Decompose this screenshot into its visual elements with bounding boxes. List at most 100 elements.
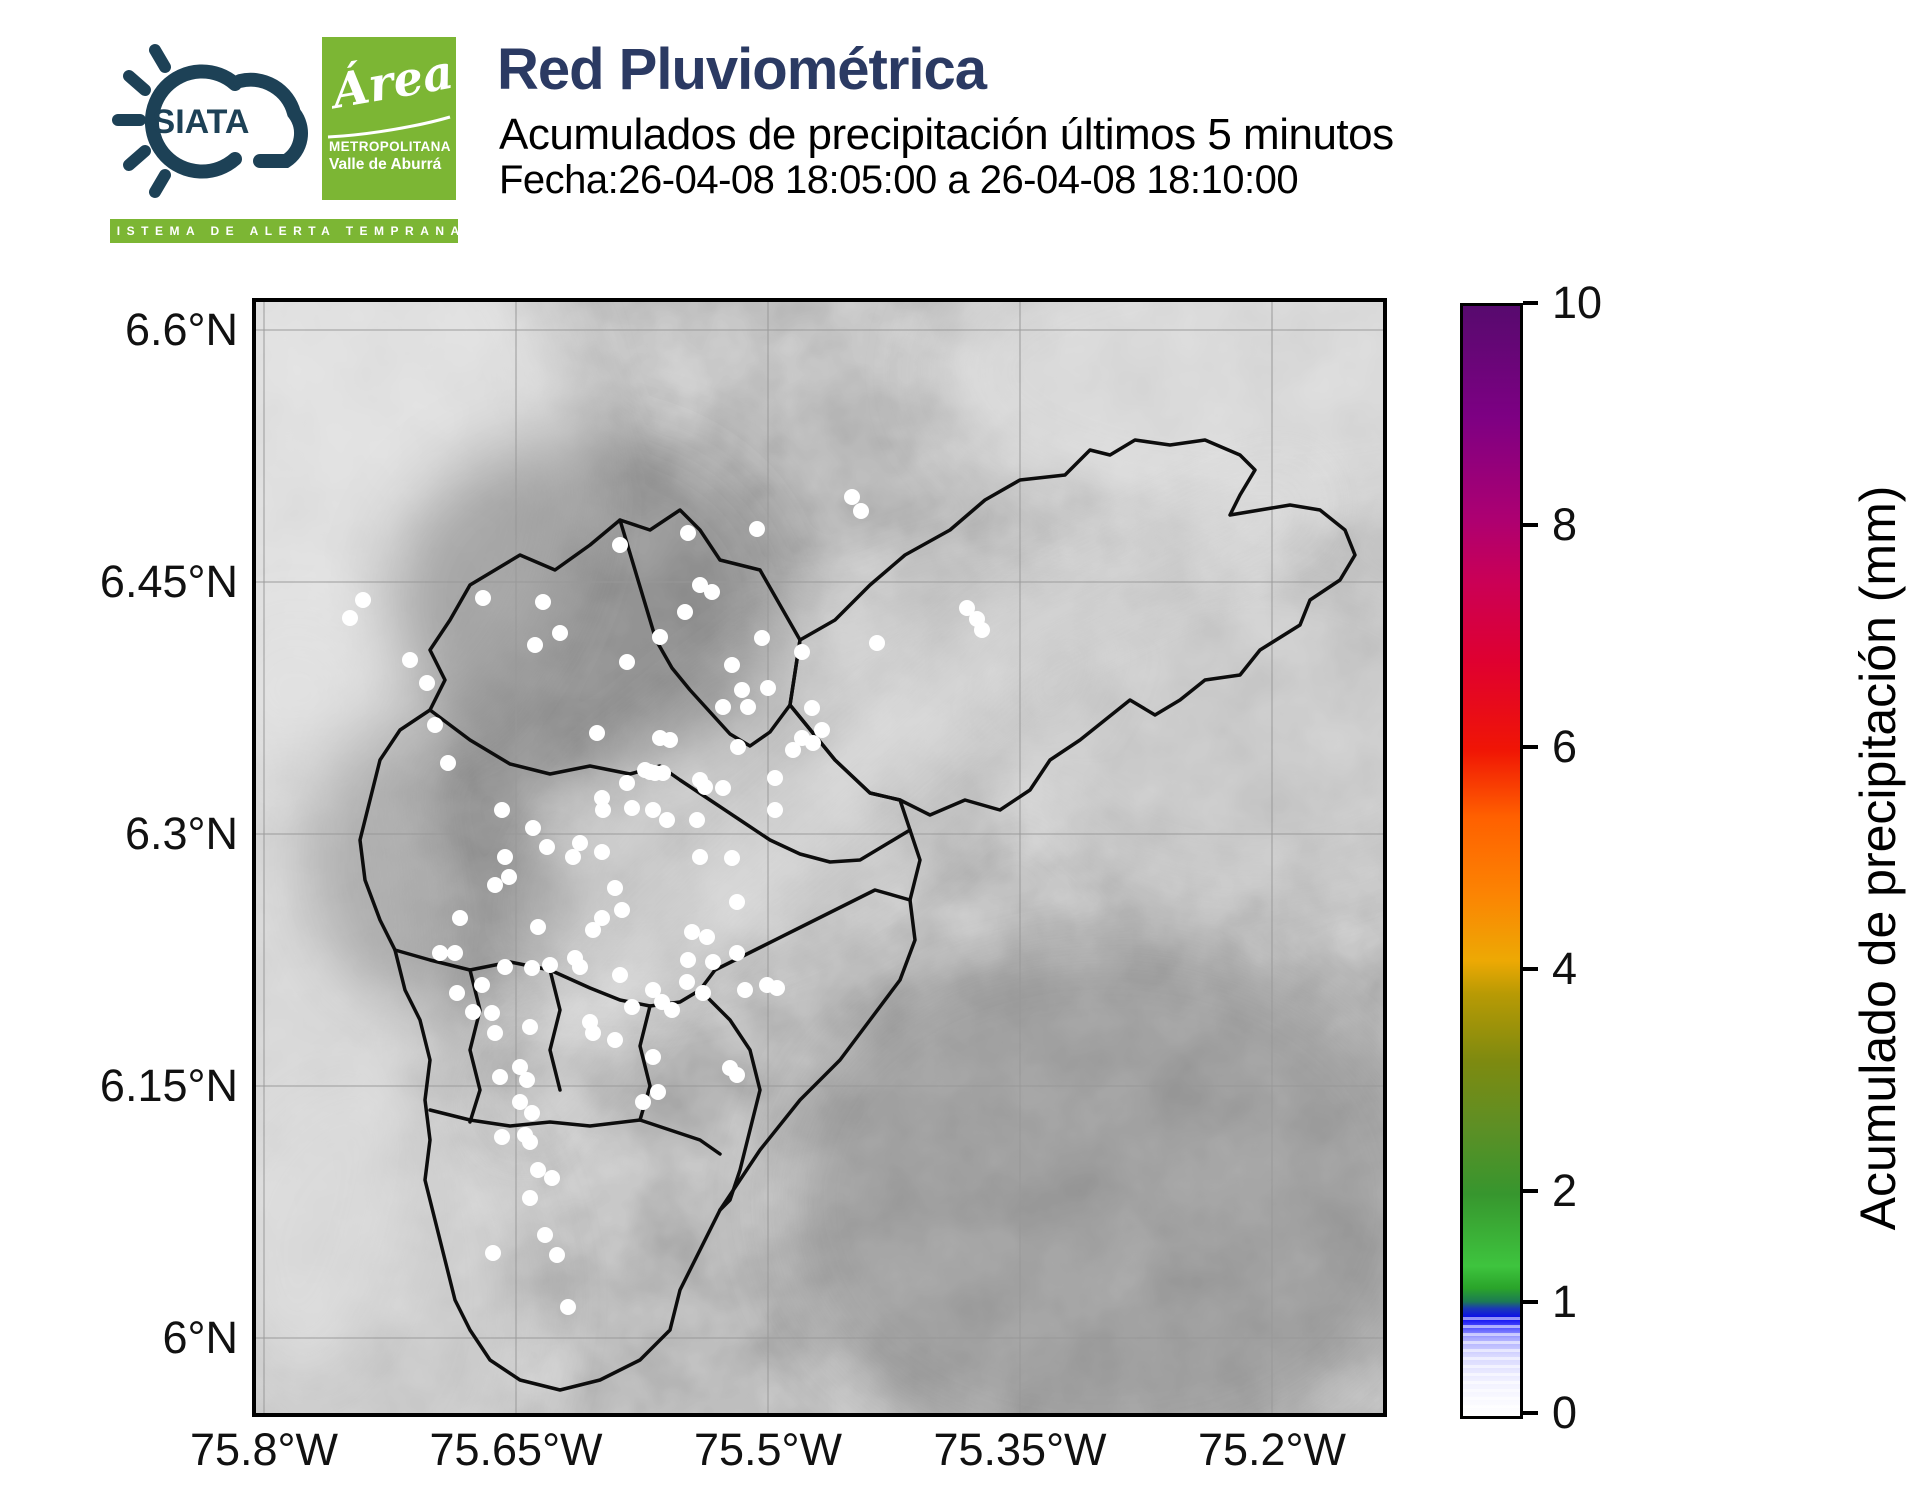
station-dot xyxy=(474,977,490,993)
station-dot xyxy=(804,700,820,716)
precipitation-map xyxy=(252,298,1387,1417)
station-dot xyxy=(612,537,628,553)
station-dot xyxy=(612,967,628,983)
station-dot xyxy=(974,622,990,638)
station-dot xyxy=(749,521,765,537)
station-dot xyxy=(704,584,720,600)
lat-tick-label: 6°N xyxy=(162,1312,238,1363)
station-dot xyxy=(729,945,745,961)
station-dot xyxy=(355,592,371,608)
rain-gauge-stations xyxy=(342,489,990,1315)
station-dot xyxy=(679,974,695,990)
map-canvas xyxy=(256,302,1383,1413)
siata-banner: SISTEMA DE ALERTA TEMPRANA xyxy=(102,219,459,243)
boundary-la-estrella xyxy=(468,968,482,1124)
station-dot xyxy=(594,910,610,926)
colorbar-axis-label: Acumulado de precipitación (mm) xyxy=(1850,485,1906,1231)
station-dot xyxy=(729,1067,745,1083)
page-subtitle: Acumulados de precipitación últimos 5 mi… xyxy=(499,110,1394,159)
colorbar-tick xyxy=(1523,301,1538,305)
station-dot xyxy=(535,594,551,610)
lat-tick-label: 6.3°N xyxy=(124,808,238,859)
station-dot xyxy=(522,1019,538,1035)
station-dot xyxy=(512,1059,528,1075)
station-dot xyxy=(729,894,745,910)
station-dot xyxy=(724,850,740,866)
station-dot xyxy=(699,929,715,945)
station-dot xyxy=(530,919,546,935)
station-dot xyxy=(484,1005,500,1021)
station-dot xyxy=(440,755,456,771)
station-dot xyxy=(342,610,358,626)
station-dot xyxy=(692,577,708,593)
station-dot xyxy=(524,1105,540,1121)
station-dot xyxy=(715,699,731,715)
station-dot xyxy=(525,820,541,836)
station-dot xyxy=(740,699,756,715)
station-dot xyxy=(607,880,623,896)
station-dot xyxy=(655,765,671,781)
siata-logo: SIATA xyxy=(88,24,316,216)
municipality-boundaries xyxy=(358,438,1357,1392)
station-dot xyxy=(814,722,830,738)
precipitation-colorbar xyxy=(1460,303,1523,1419)
colorbar-tick-label: 2 xyxy=(1552,1165,1578,1216)
station-dot xyxy=(692,772,708,788)
station-dot xyxy=(539,839,555,855)
station-dot xyxy=(572,835,588,851)
station-dot xyxy=(659,812,675,828)
station-dot xyxy=(585,1025,601,1041)
station-dot xyxy=(642,764,658,780)
station-dot xyxy=(560,1299,576,1315)
station-dot xyxy=(853,503,869,519)
station-dot xyxy=(589,725,605,741)
station-dot xyxy=(695,985,711,1001)
station-dot xyxy=(565,849,581,865)
lon-tick-label: 75.2°W xyxy=(1197,1424,1347,1475)
siata-sun-cloud-icon: SIATA xyxy=(112,44,308,198)
area-logo-line3: Valle de Aburrá xyxy=(329,156,442,173)
colorbar-tick xyxy=(1523,967,1538,971)
boundary-bello-copacabana xyxy=(618,518,792,748)
station-dot xyxy=(715,780,731,796)
station-dot xyxy=(595,802,611,818)
station-dot xyxy=(769,980,785,996)
area-logo-line2: METROPOLITANA xyxy=(329,139,451,154)
station-dot xyxy=(680,952,696,968)
station-dot xyxy=(624,999,640,1015)
station-dot xyxy=(494,802,510,818)
lat-tick-label: 6.6°N xyxy=(124,304,238,355)
station-dot xyxy=(652,629,668,645)
station-dot xyxy=(537,1227,553,1243)
station-dot xyxy=(447,945,463,961)
map-overlay xyxy=(256,302,1383,1413)
lon-tick-label: 75.65°W xyxy=(429,1424,603,1475)
station-dot xyxy=(501,869,517,885)
colorbar-tick-label: 1 xyxy=(1552,1276,1578,1327)
station-dot xyxy=(767,770,783,786)
lat-tick-label: 6.45°N xyxy=(99,556,238,607)
station-dot xyxy=(594,844,610,860)
boundary-envigado-northeast xyxy=(713,888,912,972)
station-dot xyxy=(497,849,513,865)
station-dot xyxy=(594,790,610,806)
lon-tick-label: 75.8°W xyxy=(189,1424,339,1475)
colorbar-tick-label: 8 xyxy=(1552,499,1578,550)
station-dot xyxy=(449,985,465,1001)
station-dot xyxy=(737,982,753,998)
station-dot xyxy=(497,959,513,975)
boundary-sabaneta xyxy=(548,968,562,1092)
lat-tick-label: 6.15°N xyxy=(99,1060,238,1111)
area-logo-swoosh-icon xyxy=(327,115,451,139)
date-range-line: Fecha:26-04-08 18:05:00 a 26-04-08 18:10… xyxy=(499,158,1299,202)
station-dot xyxy=(805,735,821,751)
colorbar-low-band-stripes xyxy=(1463,1316,1520,1416)
area-logo-script-text: Área xyxy=(328,44,458,121)
boundary-south-eastwest xyxy=(393,948,717,1008)
boundary-valley-outline xyxy=(358,508,922,1392)
station-dot xyxy=(705,954,721,970)
station-dot xyxy=(452,910,468,926)
station-dot xyxy=(572,959,588,975)
station-dot xyxy=(619,654,635,670)
station-dot xyxy=(522,1134,538,1150)
